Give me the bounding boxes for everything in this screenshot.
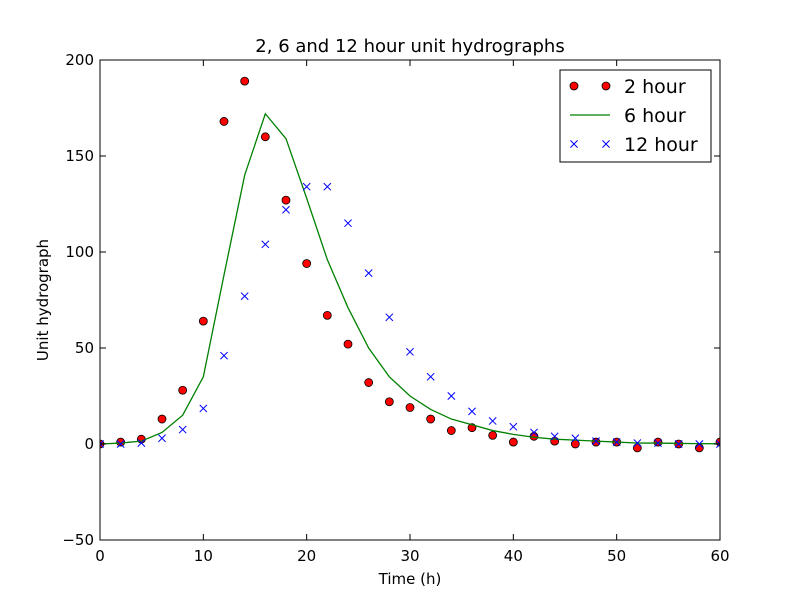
legend-swatch bbox=[602, 140, 610, 148]
data-point bbox=[654, 439, 662, 447]
data-point bbox=[116, 440, 125, 448]
data-point bbox=[694, 443, 704, 453]
chart-title: 2, 6 and 12 hour unit hydrographs bbox=[255, 36, 564, 57]
y-tick-label: 0 bbox=[84, 435, 94, 453]
data-point bbox=[240, 292, 249, 301]
data-point bbox=[550, 432, 559, 441]
y-tick-label: 150 bbox=[65, 147, 94, 165]
x-tick-label: 50 bbox=[607, 547, 626, 565]
legend-label: 2 hour bbox=[624, 76, 686, 98]
data-point bbox=[116, 437, 126, 447]
data-point bbox=[591, 437, 601, 447]
data-point bbox=[488, 430, 498, 440]
data-point bbox=[385, 313, 394, 322]
data-point bbox=[406, 347, 414, 356]
data-point bbox=[219, 117, 229, 126]
y-tick-label: 100 bbox=[65, 243, 94, 261]
data-point bbox=[198, 316, 208, 326]
series-3 bbox=[100, 182, 720, 448]
data-point bbox=[468, 407, 476, 416]
x-tick-label: 40 bbox=[504, 547, 523, 565]
legend-item: 2 hour bbox=[569, 76, 686, 98]
data-point bbox=[612, 438, 621, 447]
legend: 2 hour 6 hour 12 hour bbox=[559, 69, 712, 163]
data-point bbox=[323, 182, 332, 191]
data-point bbox=[653, 437, 663, 447]
data-point bbox=[405, 403, 415, 412]
data-point bbox=[633, 439, 642, 447]
data-point bbox=[592, 437, 600, 446]
x-tick-label: 30 bbox=[400, 547, 419, 565]
data-point bbox=[199, 404, 208, 413]
data-point bbox=[447, 392, 456, 400]
data-point bbox=[695, 440, 704, 448]
series-line bbox=[100, 112, 720, 445]
data-point bbox=[220, 351, 228, 360]
data-point bbox=[178, 385, 188, 395]
data-point bbox=[158, 434, 166, 443]
data-point bbox=[137, 439, 146, 447]
legend-item: 12 hour bbox=[570, 134, 698, 156]
data-point bbox=[157, 414, 167, 424]
legend-swatch bbox=[570, 140, 578, 148]
y-tick-label: 50 bbox=[75, 339, 94, 357]
y-tick-label: −50 bbox=[62, 531, 94, 549]
legend-swatch bbox=[601, 81, 611, 91]
y-axis-label: Unit hydrograph bbox=[34, 239, 52, 361]
data-point bbox=[322, 310, 332, 320]
data-point bbox=[260, 132, 270, 142]
legend-box bbox=[559, 69, 712, 163]
data-point bbox=[674, 440, 683, 448]
legend-item: 6 hour bbox=[570, 105, 686, 127]
data-point bbox=[364, 269, 373, 278]
data-point bbox=[426, 372, 435, 381]
legend-label: 6 hour bbox=[624, 105, 686, 127]
data-point bbox=[302, 182, 311, 191]
series-2 bbox=[100, 112, 720, 445]
data-point bbox=[100, 440, 104, 448]
data-point bbox=[281, 195, 291, 205]
legend-label: 12 hour bbox=[624, 134, 698, 156]
data-point bbox=[716, 440, 720, 448]
x-tick-label: 60 bbox=[710, 547, 729, 565]
data-point bbox=[343, 339, 353, 349]
data-point bbox=[426, 414, 436, 424]
data-point bbox=[364, 378, 374, 387]
data-point bbox=[488, 417, 497, 425]
data-point bbox=[178, 425, 187, 434]
x-tick-label: 20 bbox=[297, 547, 316, 565]
data-point bbox=[384, 397, 394, 407]
data-point bbox=[344, 219, 352, 228]
plot-area bbox=[100, 76, 720, 453]
x-tick-label: 0 bbox=[95, 547, 105, 565]
data-point bbox=[261, 240, 270, 249]
data-point bbox=[530, 428, 538, 437]
x-tick-label: 10 bbox=[194, 547, 213, 565]
data-point bbox=[302, 259, 312, 268]
data-point bbox=[571, 434, 580, 443]
y-tick-label: 200 bbox=[65, 51, 94, 69]
x-axis-label: Time (h) bbox=[378, 570, 442, 588]
legend-swatch bbox=[569, 81, 579, 91]
data-point bbox=[509, 422, 518, 431]
data-point bbox=[446, 426, 456, 435]
data-point bbox=[240, 76, 250, 86]
data-point bbox=[508, 437, 518, 447]
data-point bbox=[632, 443, 642, 453]
data-point bbox=[282, 205, 290, 214]
